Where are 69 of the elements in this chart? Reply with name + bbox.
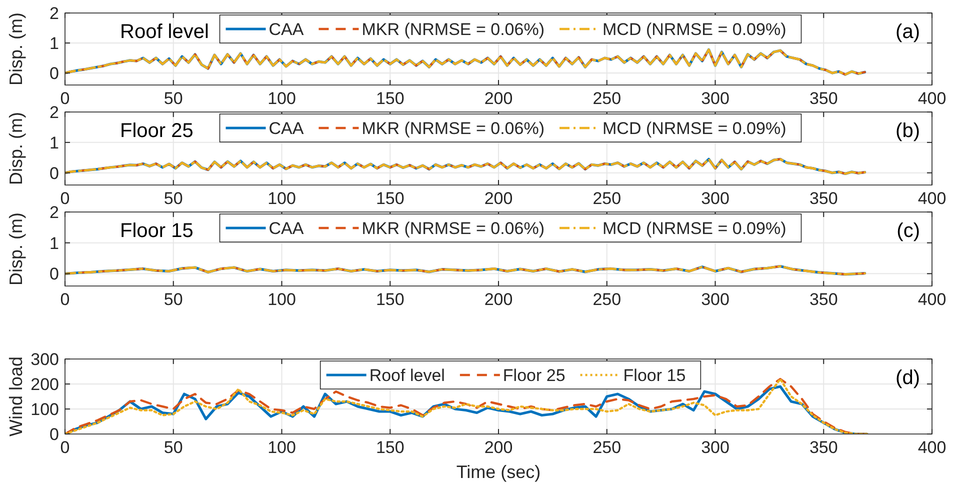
legend-label: Floor 15 xyxy=(623,366,686,385)
x-tick-label: 300 xyxy=(701,438,730,457)
x-tick-label: 400 xyxy=(918,438,946,457)
x-tick-label: 250 xyxy=(592,189,622,208)
x-tick-label: 100 xyxy=(268,290,296,309)
legend-label: MCD (NRMSE = 0.09%) xyxy=(602,119,786,138)
x-tick-label: 300 xyxy=(701,189,730,208)
y-tick-label: 1 xyxy=(50,34,59,53)
x-tick-label: 100 xyxy=(268,89,296,108)
x-tick-label: 150 xyxy=(376,438,404,457)
y-tick-label: 0 xyxy=(50,264,59,284)
x-tick-label: 200 xyxy=(484,290,513,309)
y-axis-title: Disp. (m) xyxy=(6,12,26,86)
annotation: (b) xyxy=(896,120,920,142)
x-tick-label: 350 xyxy=(809,189,838,208)
annotation: (d) xyxy=(896,367,920,389)
legend-label: CAA xyxy=(268,119,304,138)
y-tick-label: 2 xyxy=(50,103,59,122)
y-tick-label: 0 xyxy=(50,164,59,183)
x-tick-label: 200 xyxy=(484,89,513,108)
x-tick-label: 50 xyxy=(164,290,183,309)
x-tick-label: 100 xyxy=(268,438,296,457)
x-tick-label: 250 xyxy=(592,290,622,309)
y-tick-label: 1 xyxy=(50,234,59,253)
x-tick-label: 350 xyxy=(809,438,838,457)
x-tick-label: 50 xyxy=(164,438,183,457)
x-tick-label: 100 xyxy=(268,189,296,208)
x-axis-title: Time (sec) xyxy=(456,462,541,482)
legend-label: MCD (NRMSE = 0.09%) xyxy=(602,219,786,238)
legend-label: Floor 25 xyxy=(502,366,566,385)
x-tick-label: 250 xyxy=(592,438,622,457)
x-tick-label: 150 xyxy=(376,290,404,309)
y-tick-label: 200 xyxy=(30,375,59,394)
y-tick-label: 100 xyxy=(30,400,59,419)
x-tick-label: 400 xyxy=(918,290,946,309)
x-tick-label: 150 xyxy=(376,89,404,108)
y-tick-label: 0 xyxy=(50,425,59,444)
x-tick-label: 50 xyxy=(164,89,183,108)
legend-label: Roof level xyxy=(369,366,445,385)
y-axis-title: Wind load xyxy=(6,356,26,437)
y-tick-label: 2 xyxy=(50,203,59,222)
y-tick-label: 2 xyxy=(50,4,59,23)
y-axis-title: Disp. (m) xyxy=(6,112,26,185)
y-tick-label: 0 xyxy=(50,64,59,83)
legend-label: MKR (NRMSE = 0.06%) xyxy=(362,119,545,138)
x-tick-label: 350 xyxy=(809,290,838,309)
x-tick-label: 150 xyxy=(376,189,404,208)
x-tick-label: 400 xyxy=(918,89,946,108)
y-tick-label: 300 xyxy=(30,350,59,369)
y-tick-label: 1 xyxy=(50,133,59,152)
x-tick-label: 50 xyxy=(164,189,183,208)
annotation: (c) xyxy=(896,220,920,242)
x-tick-label: 200 xyxy=(484,438,513,457)
y-axis-title: Disp. (m) xyxy=(6,212,26,286)
legend-label: MKR (NRMSE = 0.06%) xyxy=(362,219,545,238)
x-tick-label: 400 xyxy=(918,189,946,208)
x-tick-label: 300 xyxy=(701,89,730,108)
annotation: Floor 15 xyxy=(120,220,194,242)
x-tick-label: 300 xyxy=(701,290,730,309)
legend-label: MCD (NRMSE = 0.09%) xyxy=(602,20,786,39)
legend-label: MKR (NRMSE = 0.06%) xyxy=(362,20,545,39)
legend-label: CAA xyxy=(268,219,304,238)
annotation: Roof level xyxy=(120,21,209,43)
x-tick-label: 250 xyxy=(592,89,622,108)
legend-label: CAA xyxy=(268,20,304,39)
x-tick-label: 350 xyxy=(809,89,838,108)
annotation: (a) xyxy=(896,21,920,43)
x-tick-label: 200 xyxy=(484,189,513,208)
annotation: Floor 25 xyxy=(120,120,194,142)
